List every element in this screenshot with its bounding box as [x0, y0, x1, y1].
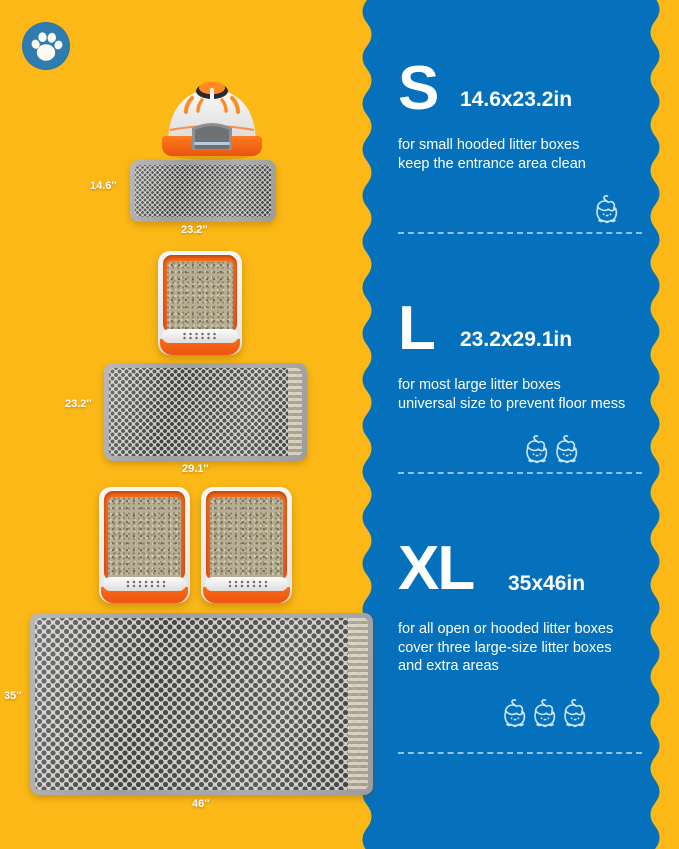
cat-icons-l — [524, 434, 580, 464]
size-desc-line: universal size to prevent floor mess — [398, 395, 626, 412]
litter-box-skirt — [101, 587, 188, 603]
size-desc-line: and extra areas — [398, 658, 499, 675]
hooded-litter-box-small — [160, 74, 264, 162]
size-letter-l: L — [398, 294, 436, 363]
cat-icon — [554, 434, 580, 464]
litter-box-vents — [124, 580, 165, 588]
section-divider — [398, 472, 642, 474]
cat-icon — [562, 698, 588, 728]
mat-width-label-small: 23.2'' — [181, 224, 208, 236]
size-dimensions-xl: 35x46in — [508, 572, 586, 595]
section-divider — [398, 232, 642, 234]
mat-height-label-xlarge: 35'' — [4, 690, 22, 702]
size-guide-list: S 14.6x23.2in for small hooded litter bo… — [398, 0, 658, 849]
litter-box-rim — [206, 491, 287, 581]
size-dimensions-l: 23.2x29.1in — [460, 328, 573, 351]
cat-icon — [532, 698, 558, 728]
blue-panel-background — [362, 0, 660, 849]
section-divider — [398, 752, 642, 754]
open-litter-box-xl-left — [99, 487, 190, 603]
litter-mat-large — [104, 363, 307, 461]
size-desc-line: keep the entrance area clean — [398, 155, 586, 172]
cat-icon — [594, 194, 620, 224]
size-block-large: L 23.2x29.1in for most large litter boxe… — [398, 297, 679, 474]
size-block-small: S 14.6x23.2in for small hooded litter bo… — [398, 57, 679, 234]
mat-width-label-xlarge: 46'' — [192, 798, 210, 810]
size-desc-line: cover three large-size litter boxes — [398, 639, 612, 656]
open-litter-box-xl-right — [201, 487, 292, 603]
cat-litter — [210, 497, 283, 581]
size-letter-xl: XL — [398, 534, 475, 603]
size-desc-line: for small hooded litter boxes — [398, 137, 580, 153]
mat-width-label-large: 29.1'' — [182, 463, 209, 475]
cat-litter — [108, 497, 181, 581]
litter-box-vents — [226, 580, 267, 588]
litter-box-skirt — [160, 339, 240, 355]
open-litter-box-large — [158, 251, 242, 355]
cat-icons-xl — [502, 698, 588, 728]
size-letter-s: S — [398, 54, 439, 123]
litter-box-vents — [181, 332, 219, 340]
mat-ridge — [348, 618, 368, 790]
mat-height-label-large: 23.2'' — [65, 398, 92, 410]
mat-texture — [135, 165, 271, 217]
cat-litter — [167, 261, 233, 333]
size-desc-line: for most large litter boxes — [398, 377, 561, 393]
mat-texture — [109, 368, 302, 456]
cat-icon — [524, 434, 550, 464]
hooded-litter-box-icon — [162, 81, 262, 160]
size-block-xlarge: XL 35x46in for all open or hooded litter… — [398, 537, 679, 754]
litter-box-skirt — [203, 587, 290, 603]
size-desc-line: for all open or hooded litter boxes — [398, 621, 614, 637]
litter-mat-small — [130, 160, 276, 222]
mat-texture — [35, 618, 368, 790]
cat-icons-s — [594, 194, 620, 224]
mat-ridge — [288, 368, 302, 456]
paw-print-logo — [22, 22, 70, 70]
size-dimensions-s: 14.6x23.2in — [460, 88, 573, 111]
litter-box-rim — [163, 255, 237, 333]
litter-mat-xlarge — [30, 613, 373, 795]
mat-height-label-small: 14.6'' — [90, 180, 117, 192]
cat-icon — [502, 698, 528, 728]
litter-box-rim — [104, 491, 185, 581]
paw-icon — [31, 32, 63, 61]
